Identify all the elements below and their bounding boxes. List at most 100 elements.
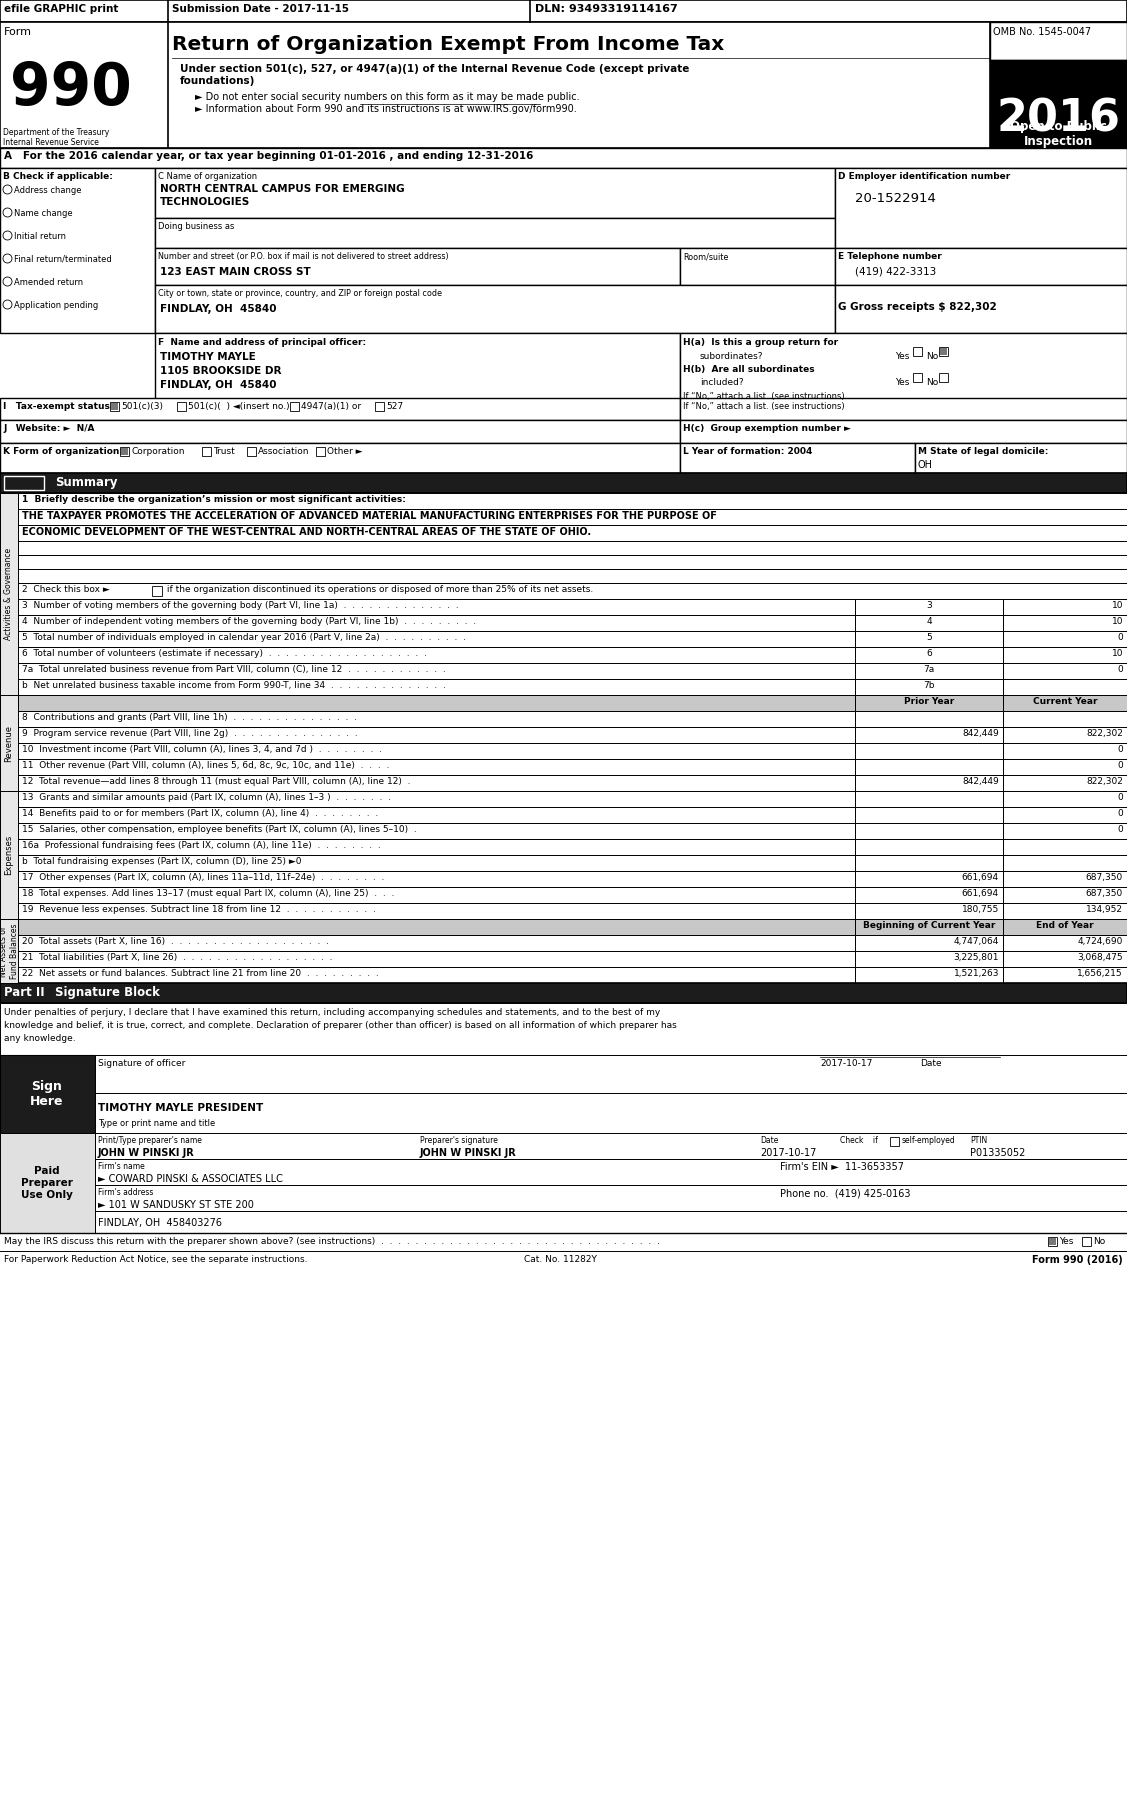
Bar bbox=[1082, 1236, 1091, 1245]
Text: 4947(a)(1) or: 4947(a)(1) or bbox=[301, 402, 361, 411]
Bar bbox=[855, 631, 1003, 647]
Text: ► COWARD PINSKI & ASSOCIATES LLC: ► COWARD PINSKI & ASSOCIATES LLC bbox=[98, 1173, 283, 1184]
Bar bbox=[152, 586, 162, 596]
Bar bbox=[18, 663, 855, 679]
Circle shape bbox=[3, 207, 12, 216]
Text: 123 EAST MAIN CROSS ST: 123 EAST MAIN CROSS ST bbox=[160, 267, 311, 278]
Text: Preparer's signature: Preparer's signature bbox=[420, 1135, 498, 1144]
Bar bbox=[18, 887, 855, 903]
Bar bbox=[18, 679, 855, 696]
Text: Sign
Here: Sign Here bbox=[30, 1079, 64, 1108]
Text: b  Total fundraising expenses (Part IX, column (D), line 25) ►0: b Total fundraising expenses (Part IX, c… bbox=[23, 858, 302, 867]
Bar bbox=[1003, 726, 1127, 742]
Text: FINDLAY, OH  45840: FINDLAY, OH 45840 bbox=[160, 380, 276, 389]
Bar bbox=[680, 249, 835, 285]
Bar bbox=[855, 712, 1003, 726]
Bar bbox=[1003, 854, 1127, 870]
Text: Doing business as: Doing business as bbox=[158, 222, 234, 231]
Bar bbox=[0, 555, 18, 569]
Bar bbox=[110, 404, 118, 411]
Text: ► 101 W SANDUSKY ST STE 200: ► 101 W SANDUSKY ST STE 200 bbox=[98, 1200, 254, 1209]
Bar bbox=[18, 742, 855, 759]
Text: Yes: Yes bbox=[1059, 1236, 1073, 1245]
Circle shape bbox=[3, 231, 12, 240]
Bar bbox=[18, 951, 855, 968]
Bar bbox=[18, 759, 855, 775]
Bar bbox=[855, 887, 1003, 903]
Text: 6: 6 bbox=[926, 649, 932, 658]
Text: 180,755: 180,755 bbox=[961, 905, 999, 914]
Bar bbox=[0, 494, 18, 696]
Bar bbox=[18, 696, 855, 712]
Text: No: No bbox=[926, 378, 939, 387]
Text: H(a)  Is this a group return for: H(a) Is this a group return for bbox=[683, 339, 838, 348]
Text: 527: 527 bbox=[387, 402, 403, 411]
Text: Signature of officer: Signature of officer bbox=[98, 1060, 185, 1069]
Bar bbox=[0, 494, 18, 508]
Bar bbox=[1003, 742, 1127, 759]
Bar bbox=[18, 935, 855, 951]
Bar bbox=[5, 476, 44, 490]
Text: F  Name and address of principal officer:: F Name and address of principal officer: bbox=[158, 339, 366, 348]
Bar bbox=[680, 398, 1127, 420]
Text: E Telephone number: E Telephone number bbox=[838, 252, 942, 261]
Text: Paid
Preparer
Use Only: Paid Preparer Use Only bbox=[21, 1166, 73, 1200]
Bar bbox=[95, 1133, 1127, 1159]
Bar bbox=[1003, 968, 1127, 984]
Text: 17  Other expenses (Part IX, column (A), lines 11a–11d, 11f–24e)  .  .  .  .  . : 17 Other expenses (Part IX, column (A), … bbox=[23, 872, 384, 881]
Text: ► Do not enter social security numbers on this form as it may be made public.: ► Do not enter social security numbers o… bbox=[195, 92, 579, 103]
Text: I   Tax-exempt status:: I Tax-exempt status: bbox=[3, 402, 114, 411]
Text: H(b)  Are all subordinates: H(b) Are all subordinates bbox=[683, 366, 815, 375]
Bar bbox=[0, 494, 1127, 508]
Bar bbox=[1003, 824, 1127, 840]
Bar bbox=[1003, 631, 1127, 647]
Bar bbox=[95, 1186, 1127, 1211]
Text: May the IRS discuss this return with the preparer shown above? (see instructions: May the IRS discuss this return with the… bbox=[5, 1236, 660, 1245]
Text: Department of the Treasury: Department of the Treasury bbox=[3, 128, 109, 137]
Bar bbox=[0, 903, 18, 919]
Bar bbox=[156, 249, 680, 285]
Text: 5  Total number of individuals employed in calendar year 2016 (Part V, line 2a) : 5 Total number of individuals employed i… bbox=[23, 633, 465, 642]
Bar bbox=[1003, 647, 1127, 663]
Bar bbox=[95, 1211, 1127, 1233]
Text: 1,521,263: 1,521,263 bbox=[953, 969, 999, 978]
Bar bbox=[0, 935, 18, 951]
Bar bbox=[0, 791, 18, 919]
Bar bbox=[939, 373, 948, 382]
Bar bbox=[855, 742, 1003, 759]
Circle shape bbox=[3, 278, 12, 287]
Bar bbox=[1049, 1238, 1056, 1245]
Bar bbox=[1048, 1236, 1057, 1245]
Text: Room/suite: Room/suite bbox=[683, 252, 728, 261]
Text: Corporation: Corporation bbox=[131, 447, 185, 456]
Text: 0: 0 bbox=[1117, 825, 1122, 834]
Text: Open to Public
Inspection: Open to Public Inspection bbox=[1010, 121, 1107, 148]
Bar bbox=[0, 775, 18, 791]
Text: 1,656,215: 1,656,215 bbox=[1077, 969, 1122, 978]
Text: 22  Net assets or fund balances. Subtract line 21 from line 20  .  .  .  .  .  .: 22 Net assets or fund balances. Subtract… bbox=[23, 969, 379, 978]
Bar bbox=[290, 402, 299, 411]
Bar bbox=[0, 0, 1127, 22]
Bar bbox=[156, 285, 835, 333]
Bar bbox=[0, 472, 1127, 494]
Text: DLN: 93493319114167: DLN: 93493319114167 bbox=[535, 4, 677, 14]
Text: Date: Date bbox=[760, 1135, 779, 1144]
Text: Current Year: Current Year bbox=[1032, 697, 1098, 706]
Text: 0: 0 bbox=[1117, 793, 1122, 802]
Text: 2017-10-17: 2017-10-17 bbox=[820, 1060, 872, 1069]
Text: Part II: Part II bbox=[5, 986, 45, 998]
Text: Final return/terminated: Final return/terminated bbox=[14, 256, 112, 265]
Text: Name change: Name change bbox=[14, 209, 72, 218]
Bar bbox=[0, 508, 1127, 524]
Bar bbox=[0, 584, 1127, 598]
Bar bbox=[855, 935, 1003, 951]
Bar bbox=[0, 647, 18, 663]
Text: Amended return: Amended return bbox=[14, 278, 83, 287]
Bar bbox=[855, 807, 1003, 824]
Text: Under section 501(c), 527, or 4947(a)(1) of the Internal Revenue Code (except pr: Under section 501(c), 527, or 4947(a)(1)… bbox=[180, 65, 690, 74]
Bar bbox=[855, 840, 1003, 854]
Text: Yes: Yes bbox=[895, 378, 909, 387]
Text: Summary: Summary bbox=[55, 476, 117, 488]
Text: 2017-10-17: 2017-10-17 bbox=[760, 1148, 816, 1159]
Text: included?: included? bbox=[700, 378, 744, 387]
